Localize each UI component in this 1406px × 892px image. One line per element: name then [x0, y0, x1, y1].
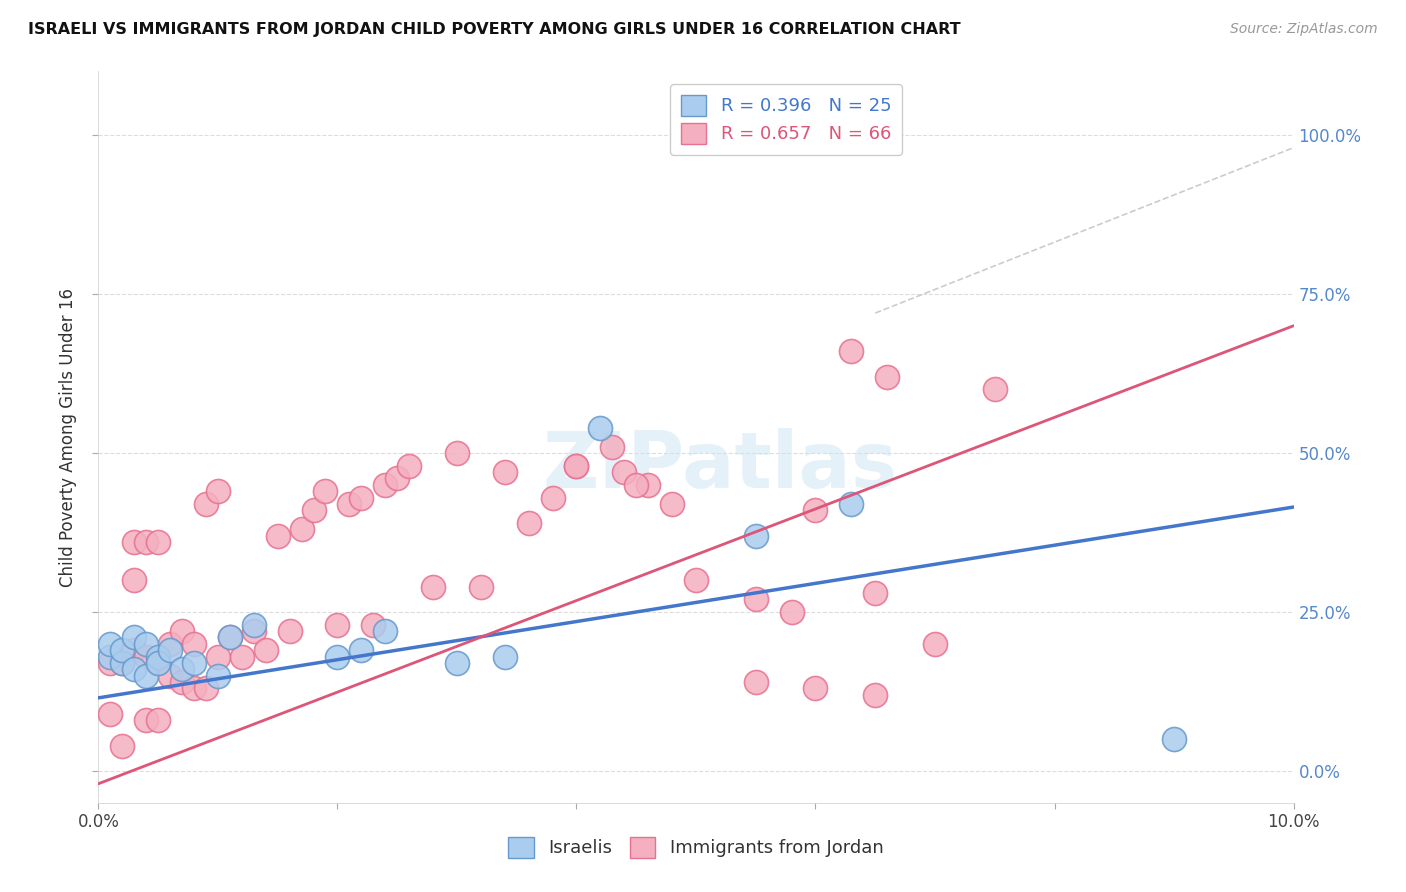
Point: [135, 649, 157, 664]
Point: [111, 739, 134, 753]
Point: [924, 637, 946, 651]
Point: [876, 369, 898, 384]
Point: [363, 617, 385, 632]
Point: [517, 516, 540, 530]
Point: [637, 477, 659, 491]
Point: [172, 624, 194, 638]
Point: [111, 643, 134, 657]
Point: [111, 656, 134, 670]
Point: [541, 491, 564, 505]
Point: [124, 573, 146, 587]
Point: [494, 465, 516, 479]
Point: [148, 656, 170, 670]
Point: [124, 662, 146, 676]
Point: [207, 668, 229, 682]
Point: [148, 535, 170, 549]
Point: [446, 446, 468, 460]
Point: [135, 713, 157, 727]
Point: [745, 675, 768, 690]
Point: [804, 681, 827, 696]
Point: [865, 688, 887, 702]
Y-axis label: Child Poverty Among Girls Under 16: Child Poverty Among Girls Under 16: [59, 287, 77, 587]
Point: [219, 631, 242, 645]
Point: [841, 344, 863, 359]
Point: [326, 649, 349, 664]
Point: [98, 706, 122, 721]
Point: [804, 503, 827, 517]
Point: [602, 440, 624, 454]
Point: [243, 617, 266, 632]
Point: [385, 471, 409, 485]
Point: [195, 681, 218, 696]
Point: [685, 573, 707, 587]
Point: [721, 128, 744, 142]
Point: [374, 624, 396, 638]
Point: [291, 522, 314, 536]
Point: [135, 535, 157, 549]
Point: [135, 668, 157, 682]
Point: [219, 631, 242, 645]
Point: [613, 465, 636, 479]
Text: ISRAELI VS IMMIGRANTS FROM JORDAN CHILD POVERTY AMONG GIRLS UNDER 16 CORRELATION: ISRAELI VS IMMIGRANTS FROM JORDAN CHILD …: [28, 22, 960, 37]
Point: [841, 497, 863, 511]
Point: [398, 458, 420, 473]
Point: [124, 631, 146, 645]
Point: [148, 656, 170, 670]
Point: [326, 617, 349, 632]
Point: [207, 649, 229, 664]
Point: [865, 586, 887, 600]
Point: [780, 605, 803, 619]
Point: [254, 643, 277, 657]
Point: [148, 713, 170, 727]
Point: [339, 497, 361, 511]
Point: [470, 580, 492, 594]
Point: [350, 491, 373, 505]
Point: [195, 497, 218, 511]
Point: [183, 656, 205, 670]
Point: [374, 477, 396, 491]
Point: [243, 624, 266, 638]
Point: [124, 643, 146, 657]
Point: [745, 592, 768, 607]
Point: [626, 477, 648, 491]
Point: [565, 458, 588, 473]
Point: [446, 656, 468, 670]
Point: [183, 637, 205, 651]
Point: [1163, 732, 1185, 747]
Point: [98, 637, 122, 651]
Point: [172, 675, 194, 690]
Point: [589, 420, 612, 434]
Point: [984, 383, 1007, 397]
Point: [98, 649, 122, 664]
Point: [565, 458, 588, 473]
Point: [111, 656, 134, 670]
Point: [183, 681, 205, 696]
Point: [278, 624, 301, 638]
Point: [745, 529, 768, 543]
Point: [159, 637, 181, 651]
Point: [231, 649, 253, 664]
Point: [267, 529, 290, 543]
Point: [159, 643, 181, 657]
Point: [98, 656, 122, 670]
Point: [124, 535, 146, 549]
Point: [135, 637, 157, 651]
Point: [661, 497, 683, 511]
Point: [350, 643, 373, 657]
Point: [172, 662, 194, 676]
Point: [148, 649, 170, 664]
Point: [315, 484, 337, 499]
Point: [685, 128, 707, 142]
Point: [159, 668, 181, 682]
Point: [422, 580, 444, 594]
Point: [207, 484, 229, 499]
Text: Source: ZipAtlas.com: Source: ZipAtlas.com: [1230, 22, 1378, 37]
Legend: Israelis, Immigrants from Jordan: Israelis, Immigrants from Jordan: [499, 828, 893, 867]
Point: [494, 649, 516, 664]
Text: ZIPatlas: ZIPatlas: [543, 428, 897, 504]
Point: [302, 503, 325, 517]
